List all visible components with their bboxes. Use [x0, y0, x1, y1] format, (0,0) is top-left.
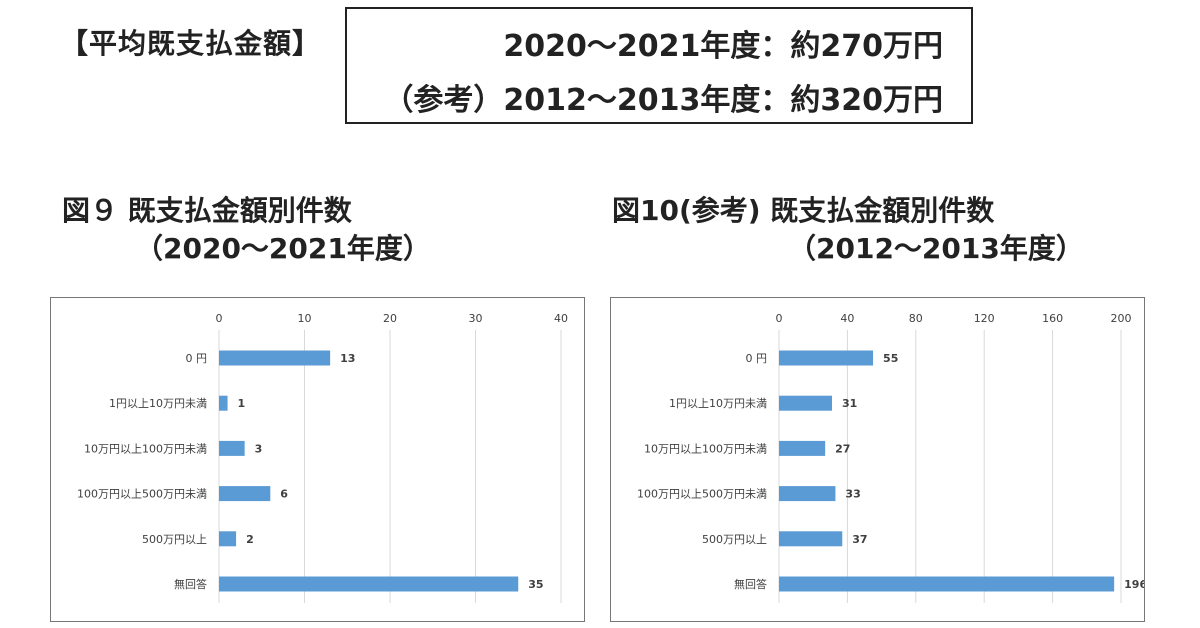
- chart-1-category-label: 100万円以上500万円未満: [77, 488, 207, 501]
- chart-2-value-label: 33: [845, 488, 860, 501]
- chart-2-category-label: 無回答: [734, 577, 767, 591]
- chart-1-frame: 0 10 20 30 40 0 円 13 1円以上10万円未満 1 10万円以上100万円未満 3 1…: [50, 297, 585, 622]
- summary-line-current: 2020～2021年度：約270万円: [503, 29, 943, 64]
- chart-2-tick-label: 160: [1042, 312, 1063, 325]
- chart-2-category-label: 1円以上10万円未満: [669, 397, 767, 410]
- chart-1-category-label: 無回答: [174, 577, 207, 591]
- chart-1-tick-label: 20: [383, 312, 397, 325]
- chart-1-bar: [219, 486, 271, 502]
- chart-2-tick-label: 0: [776, 312, 783, 325]
- chart-2-bar: [779, 486, 836, 502]
- chart-2-bar: [779, 531, 843, 547]
- chart-1-category-label: 10万円以上100万円未満: [84, 442, 207, 455]
- chart-1-plot: 0 10 20 30 40 0 円 13 1円以上10万円未満 1 10万円以上100万円未満 3 1…: [77, 312, 568, 603]
- chart-1-value-label: 3: [255, 442, 263, 455]
- chart-1-category-label: 1円以上10万円未満: [109, 397, 207, 410]
- chart-2-title: 図10(参考) 既支払金額別件数: [612, 194, 995, 227]
- chart-2-category-label: 500万円以上: [702, 533, 767, 546]
- chart-2-subtitle: （2012～2013年度）: [788, 232, 1084, 265]
- chart-1-value-label: 13: [340, 352, 355, 365]
- chart-1-bar: [219, 576, 519, 592]
- chart-2-tick-label: 200: [1111, 312, 1132, 325]
- chart-1-bar: [219, 395, 228, 411]
- chart-2-bar: [779, 576, 1115, 592]
- chart-2-value-label: 31: [842, 397, 857, 410]
- chart-2-category-label: 10万円以上100万円未満: [644, 442, 767, 455]
- chart-1-value-label: 1: [238, 397, 246, 410]
- chart-1-bar: [219, 531, 237, 547]
- summary-heading: 【平均既支払金額】: [60, 27, 322, 60]
- chart-2-category-label: 100万円以上500万円未満: [637, 488, 767, 501]
- chart-2-bar: [779, 395, 833, 411]
- chart-1-bar: [219, 440, 245, 456]
- chart-2-tick-label: 120: [974, 312, 995, 325]
- chart-2-bar: [779, 350, 874, 366]
- chart-1-category-label: 0 円: [186, 352, 208, 365]
- chart-1-value-label: 2: [246, 533, 254, 546]
- summary-box: 2020～2021年度：約270万円 （参考）2012～2013年度：約320万…: [345, 7, 973, 124]
- chart-1-category-label: 500万円以上: [142, 533, 207, 546]
- chart-2-bar: [779, 440, 826, 456]
- chart-2-tick-label: 40: [840, 312, 854, 325]
- chart-2-value-label: 27: [835, 442, 850, 455]
- chart-1-tick-label: 0: [216, 312, 223, 325]
- chart-2-value-label: 196: [1124, 578, 1144, 591]
- chart-2-value-label: 55: [883, 352, 898, 365]
- chart-2-tick-label: 80: [909, 312, 923, 325]
- chart-1-bar: [219, 350, 331, 366]
- chart-2-value-label: 37: [852, 533, 867, 546]
- chart-1-subtitle: （2020～2021年度）: [135, 232, 431, 265]
- chart-1-tick-label: 40: [554, 312, 568, 325]
- chart-2-plot: 0 40 80 120 160 200 0 円 55 1円以上10万円未満 31 10万円以上100…: [637, 312, 1147, 603]
- summary-line-reference: （参考）2012～2013年度：約320万円: [383, 83, 943, 118]
- chart-1-tick-label: 30: [469, 312, 483, 325]
- chart-1-title: 図９ 既支払金額別件数: [62, 194, 352, 227]
- chart-2-category-label: 0 円: [746, 352, 768, 365]
- chart-1-tick-label: 10: [298, 312, 312, 325]
- chart-1-value-label: 6: [280, 488, 288, 501]
- chart-2-frame: 0 40 80 120 160 200 0 円 55 1円以上10万円未満 31 10万円以上100…: [610, 297, 1147, 622]
- chart-1-value-label: 35: [528, 578, 543, 591]
